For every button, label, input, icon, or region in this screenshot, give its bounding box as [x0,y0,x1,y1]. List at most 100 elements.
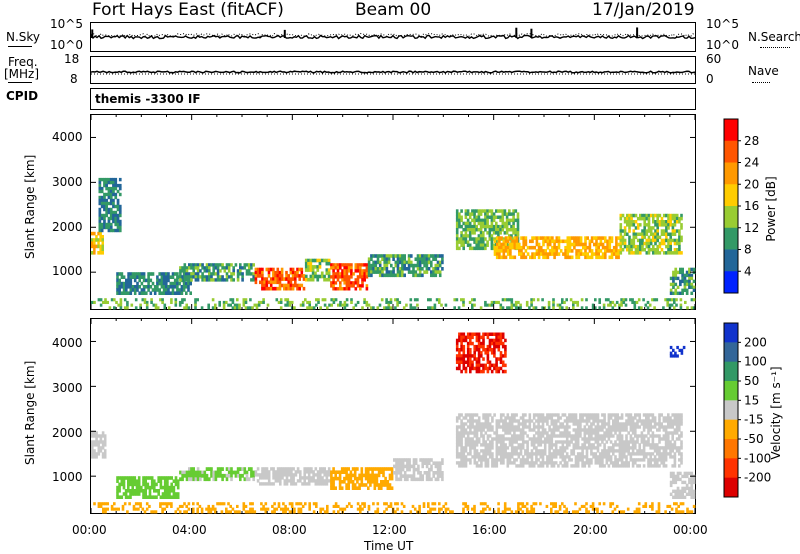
power-cell [109,222,113,227]
velocity-cell [525,510,529,514]
noise-left-tick-bottom: 10^0 [50,38,83,52]
power-cell [370,257,373,261]
power-cell [646,306,650,310]
velocity-cell [471,431,474,435]
velocity-cell [503,510,507,514]
velocity-cell [524,413,527,417]
power-cell [100,201,104,206]
power-cell [436,267,440,271]
power-cell [621,229,625,233]
velocity-cell [422,502,426,506]
power-cell [667,241,670,246]
power-cell [479,224,483,229]
velocity-cell [541,458,545,462]
velocity-cell [101,431,105,435]
velocity-cell [469,369,472,374]
power-cell [341,275,344,279]
power-cell [118,207,122,212]
power-cell [169,291,173,295]
velocity-cell [636,425,639,429]
velocity-cell [399,474,403,478]
power-cell [127,275,130,279]
power-cell [321,298,325,302]
velocity-cell [292,467,295,471]
velocity-cell [484,413,488,417]
velocity-cell [464,446,468,450]
power-cell [188,278,191,282]
power-cell [680,223,683,227]
velocity-cell [550,464,554,468]
velocity-cell [493,413,496,417]
nsearch-label: N.Search [748,30,800,44]
power-cell [641,238,644,243]
power-cell [673,216,677,221]
velocity-cell [603,443,606,447]
velocity-cell [670,507,674,511]
velocity-cell [559,461,562,465]
power-cell [347,284,351,288]
velocity-cell [543,437,547,441]
velocity-cell [460,413,463,417]
velocity-cell [148,485,152,490]
power-cell [325,271,329,276]
velocity-cell [439,474,442,478]
velocity-cell [556,510,560,514]
velocity-cell [546,437,549,441]
power-cell [626,232,629,236]
power-cell [385,306,388,310]
power-cell [628,248,631,252]
velocity-cell [594,431,598,435]
velocity-cell [618,464,622,468]
velocity-cell [371,467,374,471]
power-cell [429,306,432,310]
velocity-cell [590,434,593,438]
power-cell [343,306,347,310]
power-cell [208,278,211,282]
velocity-cell [290,502,294,506]
velocity-cell [685,483,689,488]
velocity-cell [627,461,630,465]
power-cell [187,306,191,310]
power-cell [227,275,231,279]
velocity-cell [360,483,364,487]
power-cell [272,280,275,285]
velocity-cell [166,492,169,496]
velocity-cell [499,443,503,447]
power-cell [257,300,261,304]
velocity-cell [127,476,130,480]
velocity-cell [495,461,499,465]
velocity-cell [497,452,501,456]
power-cell [512,218,515,223]
velocity-cell [543,461,547,465]
velocity-cell [319,473,322,477]
velocity-cell [488,449,492,453]
power-cell [490,221,494,226]
power-cell [156,281,159,286]
velocity-cell [380,480,383,484]
velocity-cell [681,510,685,514]
velocity-cell [390,467,394,471]
velocity-cell [349,480,353,484]
velocity-cell [541,431,545,435]
power-cell [462,303,465,307]
velocity-cell [590,428,593,432]
power-cell [289,280,293,285]
power-cell [134,298,138,302]
power-cell [411,306,415,310]
velocity-cell [116,489,119,493]
velocity-cell [647,458,650,462]
power-cell [372,263,375,268]
power-cell [129,281,133,286]
power-cell [479,221,483,226]
velocity-cell [438,507,441,511]
velocity-cell [506,458,510,462]
velocity-cell [369,476,372,481]
velocity-cell [495,440,499,444]
power-cell [492,218,496,223]
velocity-cell [669,455,672,459]
power-cell [105,198,108,203]
velocity-cell [122,482,126,487]
power-cell [692,267,696,272]
power-cell [336,278,340,282]
velocity-cell [642,437,646,441]
